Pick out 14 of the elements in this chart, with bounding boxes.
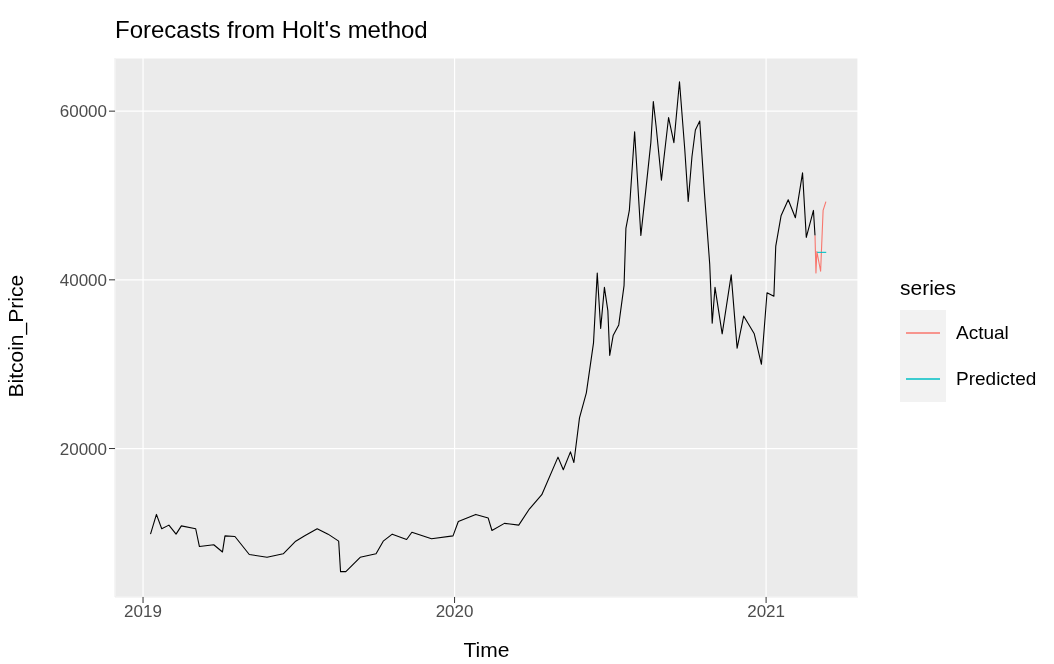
legend-title: series [900, 276, 958, 300]
chart-title: Forecasts from Holt's method [115, 16, 428, 44]
legend-label: Actual [956, 322, 1009, 344]
x-tick-label: 2020 [435, 602, 474, 622]
legend-label: Predicted [956, 368, 1037, 390]
line-series [149, 81, 816, 573]
y-tick-label: 40000 [59, 270, 107, 290]
x-tick-label: 2021 [747, 602, 786, 622]
x-tick-label: 2019 [124, 602, 162, 622]
y-axis-title: Bitcoin_Price [4, 274, 29, 398]
y-tick-label: 20000 [59, 439, 107, 459]
x-axis-title: Time [463, 638, 510, 661]
line-series [814, 201, 827, 274]
y-tick-label: 60000 [59, 102, 107, 122]
